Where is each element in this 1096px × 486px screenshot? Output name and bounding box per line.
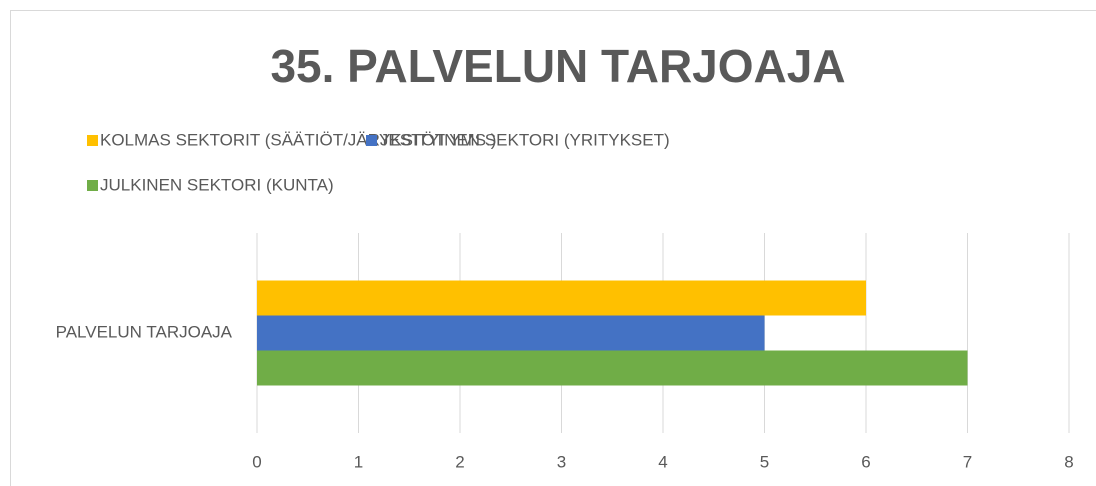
x-tick-label: 6 [861, 452, 870, 471]
y-tick-label: PALVELUN TARJOAJA [56, 322, 233, 341]
bar [257, 280, 866, 316]
bar [257, 315, 765, 351]
legend-label: JULKINEN SEKTORI (KUNTA) [100, 175, 334, 194]
legend-swatch [87, 135, 98, 146]
x-tick-label: 4 [658, 452, 667, 471]
chart-border [10, 10, 1096, 486]
x-tick-label: 2 [455, 452, 464, 471]
x-tick-label: 0 [252, 452, 261, 471]
bar [257, 350, 968, 386]
x-tick-label: 1 [354, 452, 363, 471]
legend-label: KOLMAS SEKTORIT (SÄÄTIÖT/JÄRJESTÖT YMS.) [100, 130, 496, 149]
legend-swatch [366, 135, 377, 146]
legend-swatch [87, 180, 98, 191]
x-tick-label: 3 [557, 452, 566, 471]
x-tick-label: 8 [1064, 452, 1073, 471]
x-tick-label: 5 [760, 452, 769, 471]
legend-label: YKSITYINEN SEKTORI (YRITYKSET) [379, 130, 670, 149]
x-tick-label: 7 [963, 452, 972, 471]
chart-title: 35. PALVELUN TARJOAJA [270, 40, 845, 92]
